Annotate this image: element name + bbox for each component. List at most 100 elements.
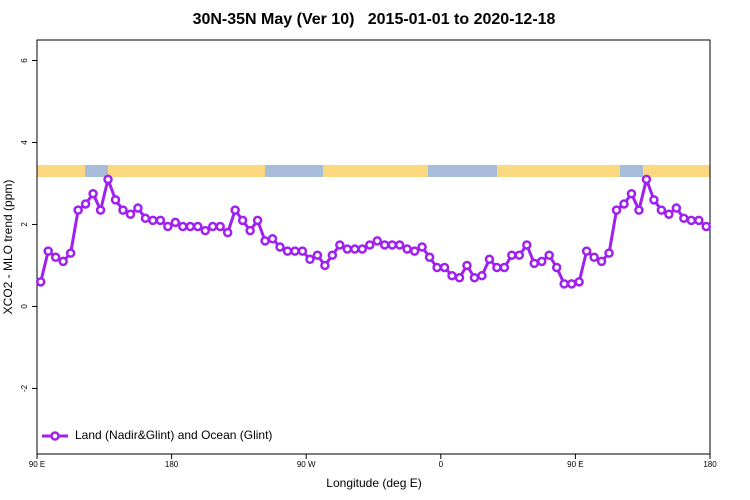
data-point (58, 256, 68, 267)
data-point (641, 174, 652, 185)
data-point (604, 248, 614, 258)
data-point (80, 199, 91, 209)
data-point (155, 215, 166, 226)
data-point (140, 213, 151, 224)
data-point (626, 188, 637, 199)
data-point (305, 254, 315, 265)
data-point (35, 277, 46, 287)
y-tick-label: 2 (20, 222, 29, 227)
data-point (252, 215, 263, 226)
data-point (95, 205, 106, 215)
data-point (260, 236, 270, 246)
data-point (454, 272, 465, 283)
data-point (574, 277, 584, 287)
data-point (477, 270, 487, 281)
data-point (507, 250, 517, 260)
data-point (566, 279, 577, 289)
data-point (163, 221, 173, 232)
data-point (297, 246, 308, 256)
data-point (215, 221, 225, 232)
data-point (350, 244, 360, 254)
data-point (365, 240, 375, 250)
data-point (245, 225, 255, 236)
data-point (275, 242, 285, 252)
data-point (387, 240, 397, 250)
data-point (679, 213, 689, 224)
data-point (110, 195, 121, 205)
x-axis-label: Longitude (deg E) (326, 476, 421, 490)
data-point (522, 240, 532, 250)
plot-frame (36, 39, 711, 455)
data-point (125, 209, 136, 219)
data-point (634, 205, 644, 215)
data-point (469, 272, 480, 283)
data-point (118, 205, 128, 215)
data-point (43, 246, 53, 256)
legend-marker (50, 431, 60, 441)
data-point (544, 250, 554, 260)
data-point (664, 209, 674, 219)
data-point (282, 246, 293, 256)
data-point (499, 262, 510, 273)
y-tick-label: 4 (20, 140, 29, 145)
data-point (200, 225, 210, 236)
data-point (551, 262, 562, 273)
data-point (148, 215, 158, 226)
data-point (462, 260, 472, 271)
data-point (529, 258, 540, 269)
data-point (50, 252, 61, 262)
x-tick-label: 90 W (297, 460, 316, 469)
data-point (447, 270, 457, 281)
data-point (290, 246, 300, 256)
data-point (424, 252, 435, 262)
data-point (357, 244, 368, 254)
data-point (409, 246, 420, 256)
data-point (611, 205, 622, 215)
data-point (103, 174, 113, 185)
data-point (537, 256, 547, 267)
data-point (342, 244, 353, 254)
data-point (335, 240, 345, 250)
data-point (230, 205, 240, 215)
data-point (514, 250, 525, 260)
data-point (379, 240, 390, 250)
data-point (394, 240, 405, 250)
data-point (439, 262, 450, 273)
y-axis-label: XCO2 - MLO trend (ppm) (1, 180, 15, 315)
data-point (237, 215, 248, 226)
data-point (327, 250, 338, 260)
map-strip (37, 165, 710, 177)
data-point (484, 254, 495, 265)
data-point (417, 242, 427, 252)
x-tick-label: 90 E (567, 460, 583, 469)
x-tick-label: 90 E (29, 460, 45, 469)
data-point (193, 221, 203, 232)
data-point (133, 203, 143, 213)
series-line (39, 174, 708, 286)
y-tick-label: 0 (20, 304, 29, 309)
data-point (649, 195, 659, 205)
data-point (65, 248, 76, 258)
data-point (581, 246, 592, 256)
data-point (701, 221, 712, 232)
x-tick-label: 180 (165, 460, 179, 469)
y-tick-label: 6 (20, 58, 29, 63)
data-point (73, 205, 83, 215)
chart-title: 30N-35N May (Ver 10) 2015-01-01 to 2020-… (193, 11, 556, 28)
data-point (402, 244, 412, 254)
data-point (372, 236, 382, 246)
data-point (222, 227, 233, 238)
x-tick-label: 180 (703, 460, 717, 469)
data-point (559, 279, 569, 289)
data-point (207, 221, 218, 232)
data-point (178, 221, 188, 232)
data-point (694, 215, 704, 226)
x-tick-label: 0 (439, 460, 444, 469)
data-point (492, 262, 502, 273)
data-point (88, 188, 98, 199)
legend-label: Land (Nadir&Glint) and Ocean (Glint) (75, 428, 272, 442)
data-point (619, 199, 629, 209)
data-point (656, 205, 667, 215)
data-point (686, 215, 697, 226)
